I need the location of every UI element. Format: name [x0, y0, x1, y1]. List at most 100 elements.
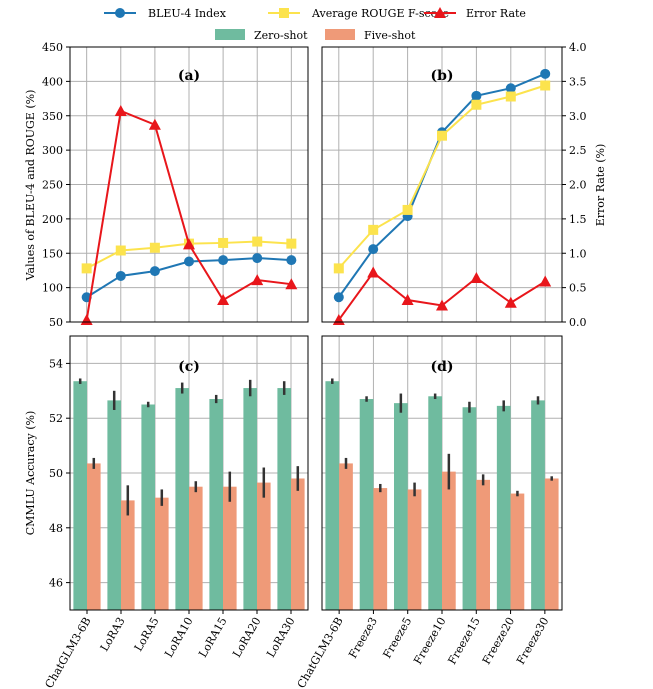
bar-five-shot [510, 493, 525, 610]
legend: BLEU-4 Index Average ROUGE F-score Error… [104, 7, 526, 42]
panel-a: 50 100 150 200 250 300 350 400 450 (a) [42, 41, 309, 329]
bar-zero-shot [141, 404, 155, 610]
bar-zero-shot [243, 388, 257, 610]
bar-five-shot [223, 486, 237, 610]
point-rouge [471, 99, 482, 110]
point-rouge [286, 238, 297, 249]
point-bleu [115, 270, 126, 281]
point-bleu [333, 292, 344, 303]
y2-tick-label: 0.0 [569, 316, 587, 329]
point-rouge [115, 245, 126, 256]
point-error [251, 274, 264, 286]
legend-item-error: Error Rate [424, 7, 526, 20]
point-bleu [184, 256, 194, 267]
legend-label-bleu: BLEU-4 Index [148, 7, 227, 20]
bar-five-shot [189, 486, 203, 610]
point-error [183, 238, 195, 250]
point-rouge [402, 204, 413, 215]
panel-label-c: (c) [178, 359, 200, 375]
y-axis-label-top-right: Error Rate (%) [594, 144, 607, 226]
bar-zero-shot [73, 381, 87, 610]
x-tick-label: LoRA5 [132, 615, 162, 654]
panel-label-d: (d) [430, 359, 453, 375]
y-tick-label: 50 [49, 316, 63, 329]
bar-five-shot [407, 489, 422, 610]
y2-tick-label: 2.0 [569, 179, 587, 192]
panel-label-a: (a) [178, 68, 200, 84]
bar-zero-shot [175, 388, 189, 610]
panel-d: ChatGLM3-6B Freeze3 Freeze5Freeze10Freeze1… [295, 335, 563, 689]
y-tick-label: 450 [42, 41, 63, 54]
y2-tick-label: 4.0 [569, 41, 587, 54]
point-error [504, 296, 517, 308]
point-error [470, 272, 483, 283]
legend-label-five: Five-shot [364, 29, 416, 42]
y-tick-label: 400 [42, 75, 63, 88]
bar-five-shot [373, 488, 388, 610]
bar-five-shot [291, 478, 305, 610]
point-bleu [252, 253, 263, 264]
x-tick-label: Freeze15 [446, 615, 483, 667]
y-tick-label: 350 [42, 110, 63, 123]
x-tick-label: LoRA10 [162, 615, 195, 660]
x-tick-label: Freeze3 [346, 615, 380, 661]
point-bleu [505, 83, 516, 94]
x-tick-label: LoRA20 [230, 615, 263, 660]
point-bleu [368, 244, 379, 255]
y-tick-label: 300 [42, 144, 63, 157]
y-tick-label: 52 [49, 412, 63, 425]
x-tick-label: LoRA30 [264, 615, 297, 660]
y2-tick-label: 3.0 [569, 110, 587, 123]
point-rouge [368, 224, 379, 235]
x-tick-label: ChatGLM3-6B [295, 615, 346, 689]
point-error [436, 299, 448, 311]
bar-zero-shot [359, 399, 374, 610]
point-error [114, 104, 127, 116]
legend-item-five: Five-shot [325, 29, 416, 42]
point-error [367, 266, 380, 278]
bar-zero-shot [428, 396, 442, 610]
bar-five-shot [257, 482, 271, 610]
point-error [148, 118, 161, 130]
legend-label-error: Error Rate [466, 7, 526, 20]
bar-five-shot [544, 478, 559, 610]
y2-tick-label: 2.5 [569, 144, 587, 157]
point-bleu [540, 68, 551, 79]
point-rouge [437, 130, 447, 141]
y-axis-label-top-left: Values of BLEU-4 and ROUGE (%) [24, 90, 37, 282]
y2-tick-label: 1.5 [569, 213, 587, 226]
bar-five-shot [476, 479, 490, 610]
panel-b: 0.0 0.5 1.0 1.5 2.0 2.5 3.0 3.5 4.0 (b) [321, 41, 587, 329]
x-tick-label: Freeze20 [480, 615, 517, 667]
y2-tick-label: 0.5 [569, 282, 587, 295]
y-tick-label: 46 [49, 577, 63, 590]
point-rouge [540, 80, 551, 91]
point-rouge [252, 236, 263, 247]
y-tick-label: 200 [42, 213, 63, 226]
x-tick-label: Freeze5 [380, 615, 414, 661]
point-bleu [471, 90, 482, 101]
point-error [285, 278, 298, 290]
legend-item-bleu: BLEU-4 Index [104, 7, 227, 20]
panel-label-b: (b) [430, 68, 453, 84]
y-tick-label: 50 [49, 467, 63, 480]
point-error [539, 275, 552, 287]
bar-zero-shot [325, 381, 340, 610]
point-bleu [218, 255, 229, 266]
bar-zero-shot [107, 400, 121, 610]
point-rouge [81, 263, 92, 274]
bar-zero-shot [209, 399, 223, 610]
x-tick-label: ChatGLM3-6B [43, 615, 94, 689]
x-tick-label: LoRA15 [196, 615, 229, 660]
bar-zero-shot [531, 400, 545, 610]
legend-label-rouge: Average ROUGE F-score [311, 7, 449, 20]
point-rouge [149, 242, 160, 253]
point-rouge [505, 91, 516, 102]
bar-zero-shot [277, 388, 291, 610]
bar-five-shot [121, 500, 135, 610]
y-axis-label-bottom: CMMLU Accuracy (%) [24, 411, 37, 536]
legend-item-zero: Zero-shot [215, 29, 308, 42]
bar-five-shot [155, 497, 169, 610]
y-tick-label: 100 [42, 282, 63, 295]
